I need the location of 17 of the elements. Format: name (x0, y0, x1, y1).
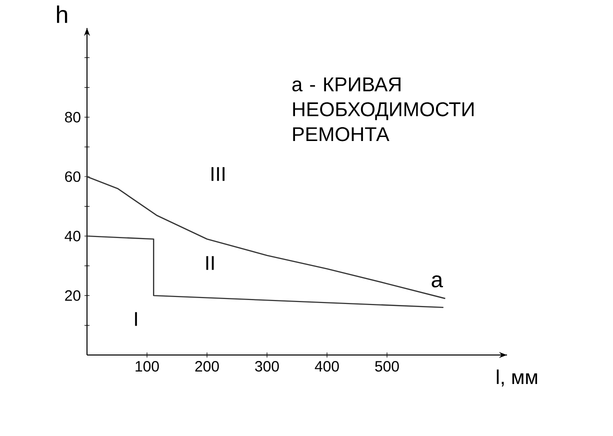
line-series (86, 235, 444, 308)
annotation: I (135, 312, 137, 326)
x-tick-label: 400 (314, 361, 339, 372)
y-tick-label: 20 (65, 290, 80, 301)
y-tick-label: 60 (65, 171, 80, 182)
x-tick-label: 100 (136, 361, 159, 372)
annotation: а - КРИВАЯ НЕОБХОДИМОСТИ РЕМОНТА (292, 78, 474, 142)
x-tick-label: 300 (255, 361, 279, 372)
x-axis-title: l, мм (496, 370, 538, 387)
series-label: а (432, 275, 444, 288)
annotation: III (212, 167, 224, 181)
x-tick-label: 500 (375, 361, 399, 372)
y-tick-label: 80 (65, 112, 80, 122)
x-tick-label: 200 (195, 361, 219, 372)
annotation: II (206, 256, 214, 270)
y-tick-label: 40 (64, 230, 80, 242)
y-axis-title: h (57, 6, 68, 23)
